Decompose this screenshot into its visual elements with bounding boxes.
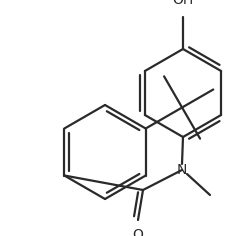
Text: N: N [177, 163, 187, 177]
Text: OH: OH [172, 0, 194, 7]
Text: O: O [132, 228, 143, 236]
